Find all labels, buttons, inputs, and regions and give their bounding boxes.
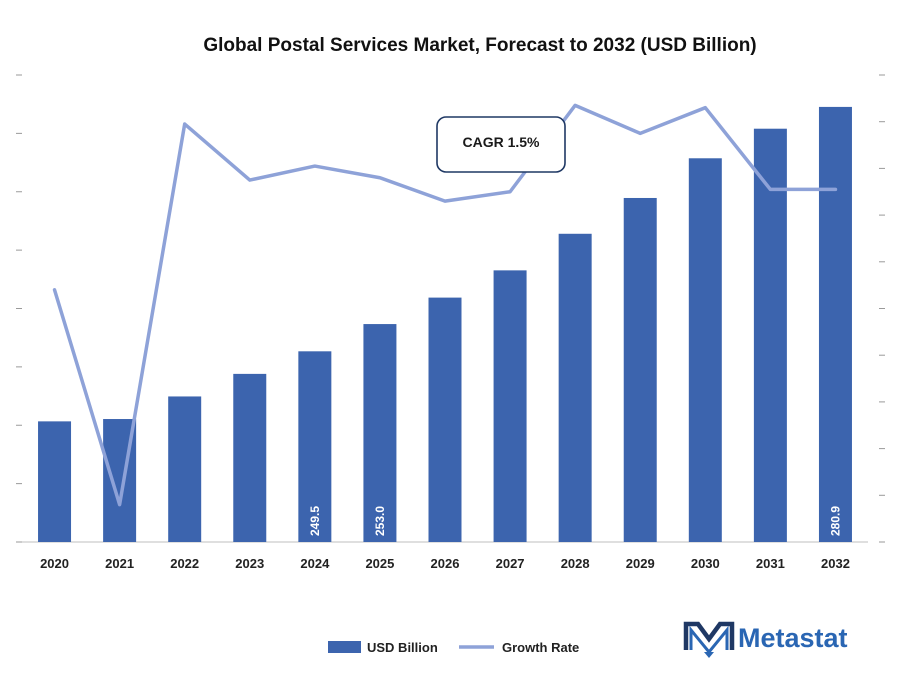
x-tick-label: 2020 [40, 556, 69, 571]
x-axis-tick-labels: 2020 2021 2022 2023 2024 2025 2026 2027 2028 2029… [40, 556, 850, 571]
chart-title: Global Postal Services Market, Forecast … [203, 35, 756, 56]
bar-2026 [428, 297, 462, 542]
x-tick-label: 2029 [626, 556, 655, 571]
bar-2020 [38, 421, 72, 542]
bar-2022 [168, 396, 202, 542]
x-tick-label: 2031 [756, 556, 785, 571]
data-label-2032: 280.9 [828, 506, 842, 536]
legend-label-usd-billion: USD Billion [367, 640, 438, 655]
metastat-m-icon [683, 621, 735, 658]
bar-2027 [493, 270, 527, 542]
right-axis-ticks [879, 74, 885, 543]
x-tick-label: 2023 [235, 556, 264, 571]
data-label-2024: 249.5 [308, 506, 322, 536]
bar-2025 [363, 324, 397, 542]
cagr-label: CAGR 1.5% [462, 134, 540, 150]
bar-2029 [623, 197, 657, 542]
bar-2023 [233, 373, 267, 542]
x-tick-label: 2022 [170, 556, 199, 571]
metastat-logo: Metastat [683, 621, 848, 658]
x-tick-label: 2027 [496, 556, 525, 571]
x-tick-label: 2021 [105, 556, 134, 571]
x-tick-label: 2032 [821, 556, 850, 571]
bar-2032 [818, 106, 852, 542]
x-tick-label: 2024 [300, 556, 330, 571]
cagr-callout: CAGR 1.5% [436, 116, 566, 173]
legend: USD Billion Growth Rate [328, 640, 579, 655]
metastat-logo-text: Metastat [738, 623, 848, 653]
bar-2024 [298, 351, 332, 542]
x-tick-label: 2030 [691, 556, 720, 571]
cagr-box [436, 116, 566, 173]
bar-2028 [558, 233, 592, 542]
data-labels: 249.5 253.0 280.9 [308, 506, 843, 536]
x-tick-label: 2026 [431, 556, 460, 571]
legend-label-growth-rate: Growth Rate [502, 640, 579, 655]
bar-series [38, 106, 852, 542]
bar-2031 [753, 128, 787, 542]
legend-swatch-usd-billion [328, 641, 361, 653]
bar-2030 [688, 158, 722, 542]
x-tick-label: 2028 [561, 556, 590, 571]
data-label-2025: 253.0 [373, 506, 387, 536]
left-axis-ticks [16, 74, 22, 543]
growth-rate-series [52, 103, 838, 507]
x-tick-label: 2025 [365, 556, 394, 571]
